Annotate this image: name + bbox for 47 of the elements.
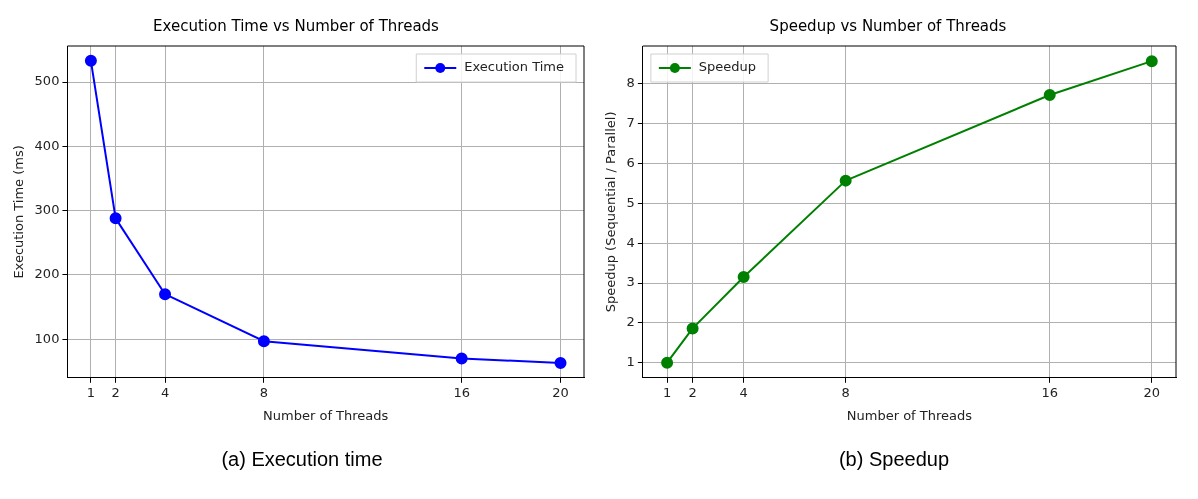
x-tick-label: 1 [86, 384, 96, 400]
x-tick-label: 8 [259, 384, 269, 400]
y-tick-label: 2 [626, 314, 635, 330]
y-tick-label: 8 [626, 75, 635, 91]
legend-label: Speedup [698, 59, 757, 75]
point [1043, 88, 1056, 101]
y-axis-title: Speedup (Sequential / Parallel) [603, 111, 619, 313]
point [1145, 55, 1158, 68]
point [661, 356, 674, 369]
y-tick-label: 300 [34, 201, 60, 217]
point [159, 288, 172, 301]
x-tick-label: 16 [1041, 384, 1059, 400]
y-tick-label: 400 [34, 137, 60, 153]
x-tick-label: 20 [1143, 384, 1161, 400]
y-tick-label: 100 [34, 330, 60, 346]
y-tick-label: 1 [626, 354, 635, 370]
chart-title: Speedup vs Number of Threads [769, 16, 1007, 35]
y-tick-label: 500 [34, 73, 60, 89]
x-axis-title: Number of Threads [263, 407, 389, 423]
point [84, 54, 97, 67]
y-tick-label: 200 [34, 266, 60, 282]
legend-label: Execution Time [464, 59, 565, 75]
point [737, 271, 750, 284]
y-tick-label: 5 [626, 194, 635, 210]
text: (a) Execution time [220, 448, 384, 471]
point [839, 174, 852, 187]
x-tick-label: 2 [111, 384, 120, 400]
x-tick-label: 16 [453, 384, 470, 400]
x-tick-label: 2 [688, 384, 697, 400]
chart-title: Execution Time vs Number of Threads [153, 16, 440, 35]
y-tick-label: 6 [626, 154, 635, 170]
point [257, 335, 270, 348]
x-tick-label: 1 [662, 384, 672, 400]
x-tick-label: 8 [841, 384, 850, 400]
y-tick-label: 4 [626, 234, 635, 250]
y-axis-title: Execution Time (ms) [11, 145, 27, 279]
point [455, 352, 468, 365]
point [109, 212, 122, 225]
point [686, 322, 699, 335]
point [554, 357, 567, 370]
x-axis-title: Number of Threads [846, 407, 973, 423]
text: (b) Speedup [837, 448, 951, 471]
x-tick-label: 4 [160, 384, 170, 400]
x-tick-label: 20 [552, 384, 569, 400]
y-tick-label: 3 [626, 274, 635, 290]
y-tick-label: 7 [626, 115, 635, 131]
x-tick-label: 4 [739, 384, 748, 400]
